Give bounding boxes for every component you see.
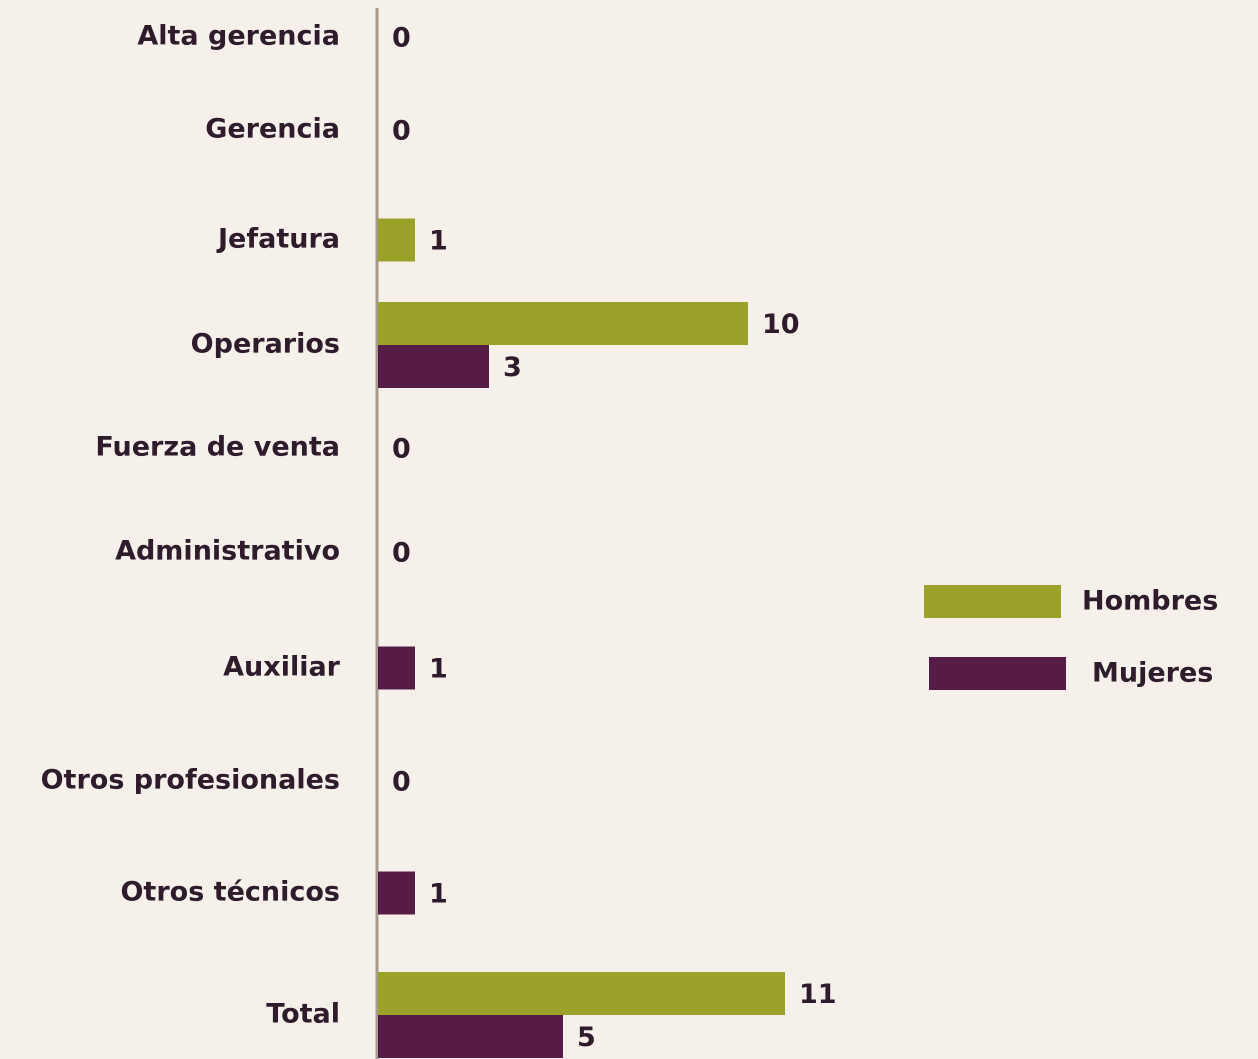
legend-swatch [929,657,1066,690]
category-label: Fuerza de venta [95,432,340,463]
legend-swatch [924,585,1061,618]
category-label: Operarios [191,329,340,360]
category-label: Otros profesionales [41,765,340,796]
value-label: 3 [503,352,522,383]
category-label: Otros técnicos [120,877,340,908]
bar [378,871,415,915]
category-label: Alta gerencia [137,21,340,52]
value-label: 0 [392,538,411,569]
category-label: Gerencia [205,114,340,145]
value-label: 0 [392,116,411,147]
value-label: 0 [392,23,411,54]
category-label: Jefatura [216,224,340,255]
category-label: Total [266,999,340,1030]
value-label: 0 [392,767,411,798]
value-label: 1 [429,654,448,685]
category-label: Administrativo [115,536,340,567]
category-label: Auxiliar [223,652,341,683]
value-label: 10 [762,309,800,340]
bar [378,218,415,262]
bar [378,646,415,690]
value-label: 0 [392,434,411,465]
value-label: 5 [577,1022,596,1053]
legend-label: Hombres [1082,586,1218,617]
value-label: 1 [429,226,448,257]
bar [378,972,785,1015]
legend-label: Mujeres [1092,658,1213,689]
bar [378,302,748,345]
value-label: 1 [429,879,448,910]
value-label: 11 [799,979,837,1010]
bar [378,1015,563,1058]
bar [378,345,489,388]
